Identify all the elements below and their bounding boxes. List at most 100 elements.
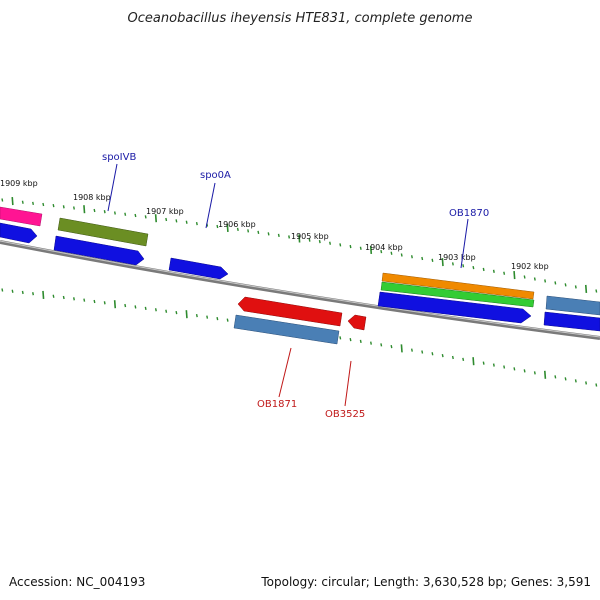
feature-blue-1[interactable] — [0, 222, 38, 244]
top-track-minor-tick — [195, 222, 198, 226]
bottom-track-minor-tick — [216, 316, 219, 321]
bottom-track-minor-tick — [103, 301, 106, 305]
tick-label-1906: 1906 kbp — [218, 220, 256, 229]
gene-label-OB1870[interactable]: OB1870 — [449, 208, 489, 219]
bottom-track-minor-tick — [503, 365, 506, 369]
top-track-minor-tick — [462, 264, 465, 268]
gene-label-spo0A[interactable]: spo0A — [200, 170, 231, 181]
top-track-major-tick — [441, 258, 444, 267]
bottom-track-minor-tick — [206, 315, 209, 319]
top-track-minor-tick — [113, 211, 116, 215]
feature-OB1870[interactable] — [380, 281, 535, 308]
top-track-minor-tick — [523, 275, 526, 279]
top-track-minor-tick — [257, 230, 260, 234]
top-track-minor-tick — [185, 220, 188, 224]
top-track-minor-tick — [288, 235, 291, 239]
bottom-track-minor-tick — [349, 337, 352, 342]
top-track-minor-tick — [574, 285, 577, 289]
leader-OB3525 — [344, 360, 352, 407]
bottom-track-minor-tick — [482, 361, 485, 365]
bottom-track-minor-tick — [421, 350, 424, 354]
bottom-track-minor-tick — [595, 383, 598, 387]
feature-spoIVB[interactable] — [57, 217, 149, 247]
feature-blue-3[interactable] — [377, 291, 532, 324]
bottom-track-minor-tick — [144, 306, 147, 310]
feature-steelblue-right[interactable] — [545, 295, 600, 316]
top-track-minor-tick — [277, 233, 280, 238]
bottom-track-major-tick — [42, 290, 45, 300]
bottom-track-minor-tick — [370, 341, 372, 345]
bottom-track-minor-tick — [410, 348, 413, 352]
top-track-major-tick — [83, 205, 86, 214]
top-track-minor-tick — [503, 271, 506, 275]
tick-label-1907: 1907 kbp — [146, 207, 184, 216]
top-track-minor-tick — [103, 210, 106, 214]
bottom-track-major-tick — [472, 357, 475, 366]
gene-label-spoIVB[interactable]: spoIVB — [102, 152, 136, 163]
top-track-minor-tick — [329, 241, 332, 245]
top-track-major-tick — [154, 214, 158, 223]
top-track-major-tick — [369, 245, 373, 254]
bottom-track-minor-tick — [93, 299, 96, 304]
top-track-minor-tick — [544, 279, 547, 283]
bottom-track-minor-tick — [134, 305, 137, 309]
top-track-minor-tick — [124, 212, 127, 216]
bottom-track-minor-tick — [1, 288, 4, 292]
top-track-minor-tick — [421, 256, 424, 261]
bottom-track-minor-tick — [574, 379, 577, 383]
map-title: Oceanobacillus iheyensis HTE831, complet… — [128, 11, 473, 26]
bottom-track-minor-tick — [195, 313, 198, 318]
bottom-track-minor-tick — [83, 298, 86, 302]
tick-row-top — [1, 197, 598, 294]
feature-spo0A[interactable] — [168, 257, 229, 280]
bottom-track-minor-tick — [154, 308, 157, 312]
top-track-major-tick — [226, 223, 229, 232]
top-track-minor-tick — [73, 206, 75, 210]
bottom-track-minor-tick — [339, 336, 342, 340]
tick-label-1904: 1904 kbp — [365, 243, 403, 252]
top-track-minor-tick — [247, 229, 250, 233]
gene-label-OB3525[interactable]: OB3525 — [325, 409, 365, 420]
bottom-track-major-tick — [543, 370, 547, 379]
bottom-track-minor-tick — [52, 294, 55, 298]
top-track-minor-tick — [42, 202, 45, 207]
top-track-minor-tick — [380, 249, 383, 254]
top-track-minor-tick — [318, 240, 321, 244]
feature-blue-right[interactable] — [543, 311, 600, 332]
top-track-minor-tick — [349, 244, 352, 249]
leader-OB1871 — [278, 347, 292, 398]
top-track-minor-tick — [175, 219, 178, 223]
leader-spoIVB — [107, 163, 118, 212]
top-track-minor-tick — [554, 281, 557, 285]
tick-label-1903: 1903 kbp — [438, 253, 476, 262]
bottom-track-minor-tick — [554, 375, 557, 379]
top-track-minor-tick — [431, 258, 434, 262]
top-track-minor-tick — [564, 283, 567, 287]
top-track-minor-tick — [308, 238, 311, 242]
bottom-track-minor-tick — [62, 295, 65, 300]
bottom-track-minor-tick — [124, 303, 127, 308]
feature-magenta[interactable] — [0, 206, 43, 227]
feature-OB1871[interactable] — [237, 296, 343, 327]
top-track-minor-tick — [165, 217, 168, 222]
top-track-minor-tick — [451, 262, 454, 266]
bottom-track-minor-tick — [165, 309, 168, 313]
bottom-track-minor-tick — [359, 339, 362, 343]
bottom-track-minor-tick — [492, 363, 495, 367]
feature-blue-2[interactable] — [53, 235, 145, 266]
top-track-minor-tick — [134, 213, 137, 218]
bottom-track-minor-tick — [431, 352, 434, 356]
feature-OB3525[interactable] — [347, 314, 367, 331]
top-track-major-tick — [298, 234, 301, 243]
top-track-minor-tick — [339, 243, 342, 247]
bottom-track-minor-tick — [175, 311, 178, 315]
top-track-minor-tick — [52, 204, 55, 208]
gene-label-OB1871[interactable]: OB1871 — [257, 399, 297, 410]
feature-orange[interactable] — [381, 272, 535, 300]
top-track-minor-tick — [144, 215, 147, 219]
bottom-track-minor-tick — [462, 357, 465, 361]
feature-steelblue-lower[interactable] — [233, 314, 340, 345]
tick-label-1909: 1909 kbp — [0, 179, 38, 188]
